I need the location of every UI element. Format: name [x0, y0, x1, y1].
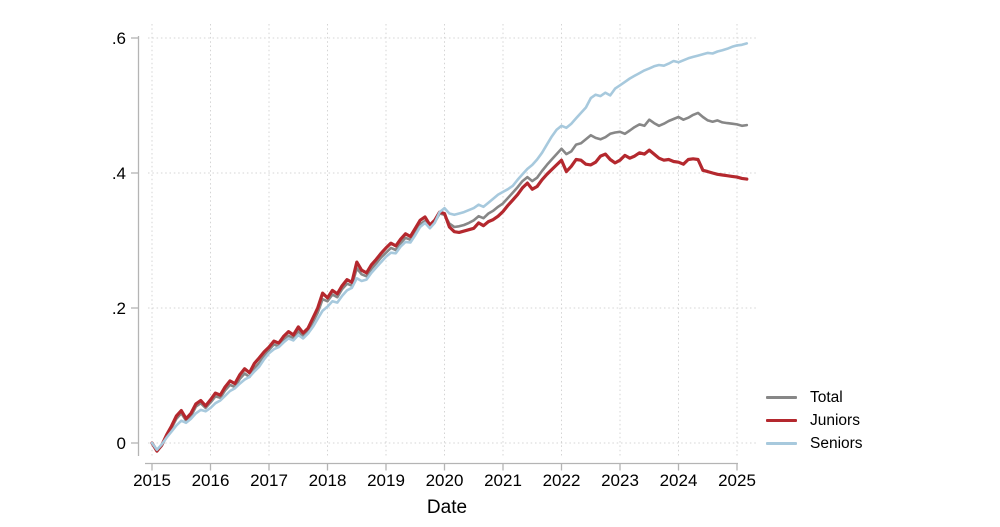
- x-tick-label: 2021: [484, 471, 522, 490]
- y-tick-label: .4: [112, 164, 126, 183]
- legend-swatch-total: [766, 396, 797, 399]
- legend-swatch-seniors: [766, 442, 797, 445]
- legend-item-juniors: Juniors: [766, 409, 863, 432]
- x-tick-label: 2018: [309, 471, 347, 490]
- legend-swatch-juniors: [766, 419, 797, 422]
- y-tick-label: 0: [117, 434, 126, 453]
- legend-item-total: Total: [766, 386, 863, 409]
- y-tick-label: .6: [112, 29, 126, 48]
- legend-item-seniors: Seniors: [766, 432, 863, 455]
- x-tick-label: 2015: [133, 471, 171, 490]
- x-tick-label: 2025: [718, 471, 756, 490]
- x-tick-label: 2022: [543, 471, 581, 490]
- x-tick-label: 2016: [192, 471, 230, 490]
- legend-label: Total: [810, 388, 843, 406]
- series-line-seniors: [150, 42, 749, 452]
- x-tick-label: 2023: [601, 471, 639, 490]
- x-tick-label: 2020: [426, 471, 464, 490]
- legend: Total Juniors Seniors: [766, 386, 863, 455]
- gridlines: [148, 24, 757, 456]
- x-tick-label: 2019: [367, 471, 405, 490]
- series-line-total: [150, 111, 749, 453]
- legend-label: Juniors: [810, 411, 860, 429]
- legend-label: Seniors: [810, 434, 863, 452]
- x-axis-title: Date: [427, 497, 467, 518]
- x-tick-label: 2024: [660, 471, 698, 490]
- series-line-juniors: [150, 148, 749, 453]
- x-tick-label: 2017: [250, 471, 288, 490]
- y-tick-label: .2: [112, 299, 126, 318]
